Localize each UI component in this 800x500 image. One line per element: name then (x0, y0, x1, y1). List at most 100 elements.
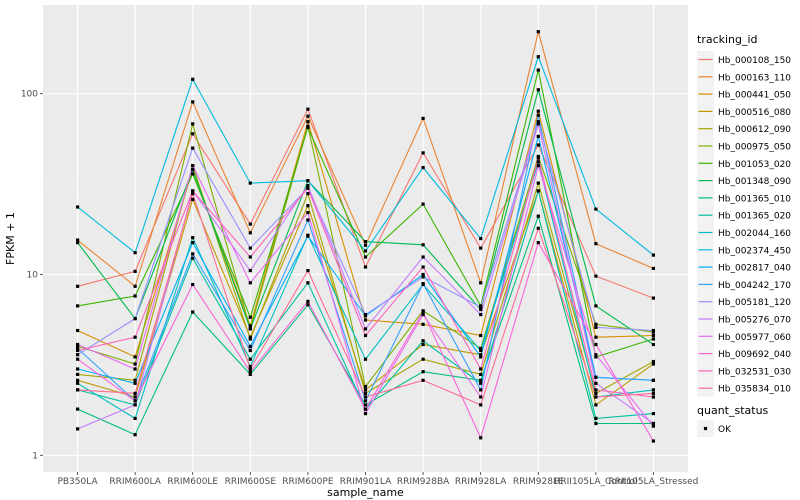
data-point (76, 328, 80, 333)
status-legend-point-icon (703, 426, 708, 431)
data-point (76, 353, 80, 357)
data-point (479, 237, 483, 241)
data-point (536, 68, 540, 72)
data-point (536, 160, 540, 164)
data-point (248, 337, 252, 341)
data-point (536, 55, 540, 59)
data-point (363, 240, 368, 244)
data-point (248, 335, 252, 339)
data-point (536, 164, 540, 168)
data-point (306, 186, 310, 190)
data-point (191, 168, 195, 172)
data-point (191, 122, 195, 126)
y-tick-label: 10 (27, 270, 39, 280)
legend: tracking_id Hb_000108_150Hb_000163_110Hb… (697, 33, 791, 437)
data-point (594, 353, 598, 357)
data-point (479, 436, 483, 440)
data-point (133, 367, 137, 371)
data-point (651, 253, 655, 257)
data-point (306, 125, 310, 130)
data-point (536, 156, 540, 160)
data-point (248, 181, 252, 185)
x-tick-label: RRIM928LA (455, 477, 507, 487)
legend-item: Hb_032531_030 (697, 362, 791, 380)
data-point (248, 364, 252, 369)
data-point (133, 335, 137, 339)
data-point (594, 342, 598, 347)
data-point (133, 416, 137, 420)
data-point (421, 282, 425, 286)
x-tick-label: RRIM600LE (167, 477, 218, 487)
legend-title: tracking_id (697, 33, 758, 46)
data-point (363, 385, 368, 389)
data-point (421, 275, 425, 279)
data-point (651, 378, 655, 382)
x-tick-label: PB350LA (57, 477, 98, 487)
data-point (76, 284, 80, 288)
data-point (191, 77, 195, 81)
data-point (363, 399, 368, 403)
data-point (479, 395, 483, 399)
data-points (76, 30, 655, 443)
data-point (536, 143, 540, 147)
data-point (76, 348, 80, 353)
data-point (479, 355, 483, 359)
y-tick-label: 1 (32, 451, 38, 461)
data-point (133, 362, 137, 366)
legend-label: Hb_004242_170 (718, 281, 791, 291)
data-point (594, 421, 598, 426)
data-point (421, 265, 425, 269)
data-point (421, 339, 425, 343)
x-tick-label: RRII105LA_Control (554, 477, 637, 487)
legend-label: Hb_002044_160 (718, 229, 791, 239)
data-point (133, 378, 137, 382)
data-point (421, 255, 425, 259)
data-point (133, 355, 137, 359)
data-point (594, 416, 598, 420)
data-point (306, 179, 310, 183)
data-point (651, 388, 655, 392)
x-tick-label: RRIM928LE (513, 477, 564, 487)
data-point (191, 146, 195, 150)
legend-item: Hb_035834_010 (697, 379, 791, 397)
legend-label: Hb_000975_050 (718, 143, 791, 153)
data-point (421, 310, 425, 314)
legend-label: Hb_002374_450 (718, 246, 791, 256)
data-point (651, 337, 655, 341)
data-point (306, 299, 310, 303)
data-point (536, 134, 540, 138)
legend-label: Hb_005276_070 (718, 316, 791, 326)
data-point (363, 403, 368, 407)
data-point (421, 243, 425, 247)
data-point (248, 324, 252, 328)
legend-item: Hb_005276_070 (697, 310, 791, 328)
data-point (76, 344, 80, 348)
data-point (76, 357, 80, 361)
data-point (248, 315, 252, 319)
legend-label: Hb_001365_020 (718, 212, 791, 222)
data-point (363, 327, 368, 331)
data-point (306, 234, 310, 238)
legend-label: Hb_005181_120 (718, 298, 791, 308)
data-point (363, 243, 368, 247)
x-tick-label: RRIM600LA (109, 477, 161, 487)
data-point (248, 281, 252, 285)
legend-label: Hb_009692_040 (718, 350, 791, 360)
data-point (594, 335, 598, 339)
legend-label: Hb_000441_050 (718, 91, 791, 101)
data-point (651, 412, 655, 416)
data-point (479, 305, 483, 309)
data-point (191, 132, 195, 136)
data-point (536, 122, 540, 126)
data-point (536, 109, 540, 113)
data-point (191, 256, 195, 260)
x-tick-label: RRIM600PE (282, 477, 334, 487)
data-point (363, 388, 368, 392)
data-point (248, 222, 252, 226)
data-point (248, 370, 252, 374)
data-point (363, 407, 368, 411)
data-point (76, 388, 80, 392)
data-point (594, 403, 598, 407)
data-point (421, 370, 425, 374)
